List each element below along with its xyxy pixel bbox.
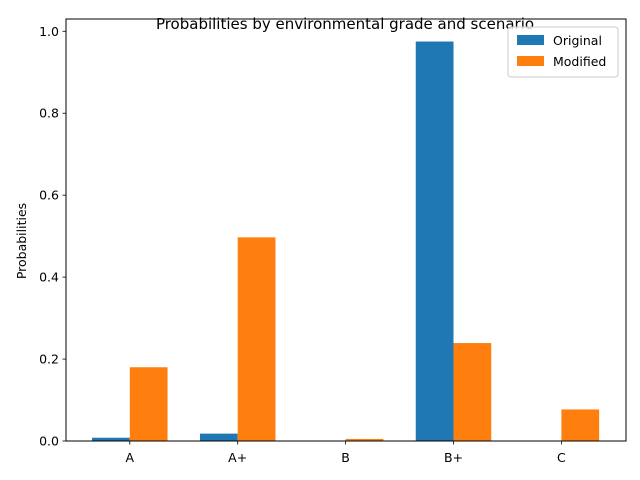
bar-modified-b — [345, 438, 384, 441]
legend-label-original: Original — [553, 33, 602, 48]
y-axis-label: Probabilities — [14, 203, 29, 279]
y-tick-label: 1.0 — [39, 24, 59, 39]
bar-modified-a — [129, 367, 168, 441]
x-tick-label: B+ — [444, 450, 463, 465]
y-tick-label: 0.8 — [39, 106, 59, 121]
y-tick-label: 0.2 — [39, 352, 59, 367]
bar-modified-c — [561, 409, 600, 441]
x-tick-label: A — [126, 450, 135, 465]
plot-frame — [65, 18, 627, 442]
legend-label-modified: Modified — [553, 54, 606, 69]
y-tick-label: 0.4 — [39, 270, 59, 285]
x-tick-label: A+ — [228, 450, 247, 465]
bar-original-a — [92, 437, 130, 441]
x-axis-ticks: A A+ B B+ C — [126, 441, 566, 465]
legend-swatch-modified — [517, 56, 544, 66]
bar-original-b-plus — [415, 41, 454, 441]
y-axis-ticks: 0.0 0.2 0.4 0.6 0.8 1.0 — [39, 24, 66, 449]
x-tick-label: B — [341, 450, 350, 465]
bar-original-a-plus — [199, 433, 238, 441]
x-tick-label: C — [557, 450, 566, 465]
bar-modified-a-plus — [237, 237, 276, 441]
legend-swatch-original — [517, 35, 544, 45]
chart-title: Probabilities by environmental grade and… — [156, 15, 534, 33]
y-tick-label: 0.0 — [39, 434, 59, 449]
bars-group — [92, 41, 600, 441]
legend: Original Modified — [507, 26, 619, 78]
bar-modified-b-plus — [453, 343, 492, 441]
y-tick-label: 0.6 — [39, 188, 59, 203]
